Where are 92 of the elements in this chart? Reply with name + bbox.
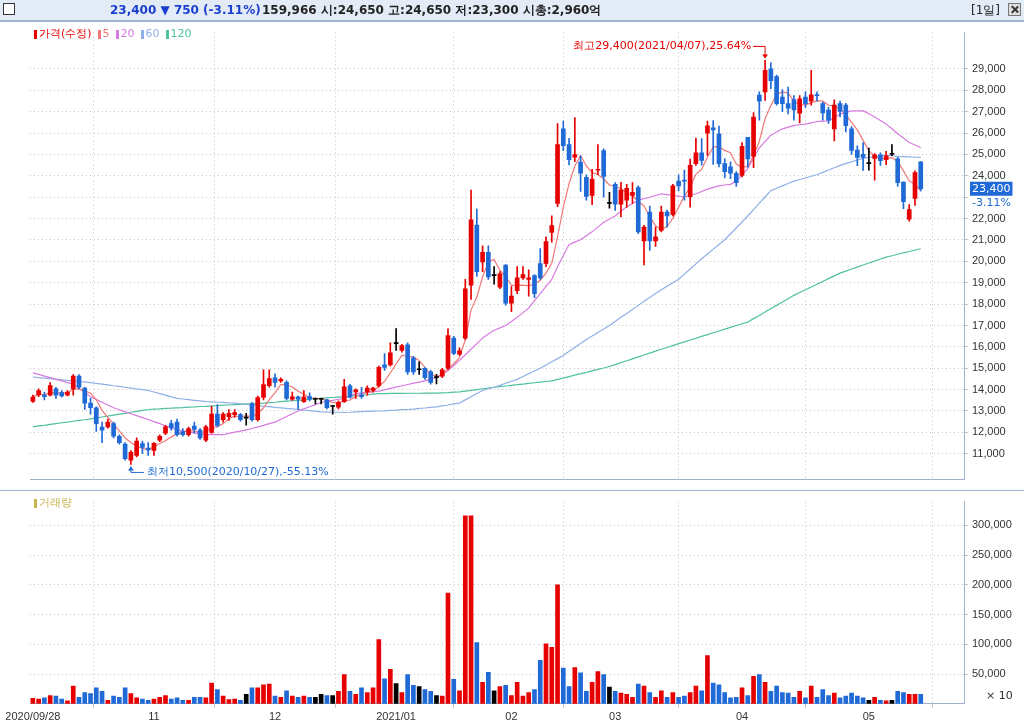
x-tick-label: 12 — [268, 710, 282, 723]
y-tick-label: 250,000 — [972, 548, 1012, 561]
y-tick-label: 11,000 — [972, 446, 1005, 459]
bar — [353, 693, 359, 704]
bar — [278, 696, 284, 704]
bar — [601, 674, 606, 704]
candlestick — [491, 266, 497, 285]
y-tick-label: 18,000 — [972, 297, 1006, 310]
x-tick-label: 02 — [505, 710, 518, 723]
bar — [382, 678, 387, 704]
bar — [918, 693, 924, 704]
y-tick-label: 21,000 — [972, 233, 1006, 245]
y-tick-label: 50,000 — [972, 667, 1006, 680]
candlestick — [330, 405, 336, 415]
text: 23,400 — [972, 181, 1011, 195]
candlestick — [814, 91, 820, 102]
bar — [480, 682, 485, 704]
y-tick-label: 15,000 — [972, 361, 1006, 374]
legend-label: 120 — [170, 27, 192, 40]
bar — [872, 696, 877, 704]
bar — [831, 692, 837, 704]
legend-label: 20 — [120, 27, 135, 40]
annotation: 최저10,500(2020/10/27),-55.13% — [146, 465, 329, 479]
bar — [745, 695, 751, 704]
bar — [797, 690, 803, 704]
y-tick-label: 13,000 — [972, 404, 1006, 417]
candlestick — [416, 361, 422, 375]
bar — [215, 689, 220, 704]
y-tick-label: 200,000 — [972, 577, 1012, 590]
y-tick-label: 150,000 — [972, 607, 1012, 620]
chart-subtitle: 159,966 시:24,650 고:24,650 저:23,300 시총:2,960억 — [262, 2, 602, 19]
legend-label: 5 — [102, 27, 110, 40]
y-tick-label: 14,000 — [972, 382, 1006, 395]
candlestick — [710, 120, 716, 165]
legend-label: 60 — [145, 27, 160, 40]
bar — [635, 683, 641, 704]
bar — [757, 674, 762, 704]
bar — [330, 695, 336, 704]
bar — [243, 693, 249, 704]
y-tick-label: 28,000 — [972, 83, 1006, 96]
bar — [451, 679, 457, 704]
y-tick-label: 17,000 — [972, 318, 1006, 331]
text: -3.11% — [972, 195, 1011, 209]
candlestick — [757, 91, 762, 121]
bar — [307, 696, 312, 704]
y-tick-label: 16,000 — [972, 339, 1006, 352]
candlestick — [353, 388, 359, 399]
bar — [388, 668, 393, 704]
chart-title: 23,400 ▼ 750 (-3.11%) — [110, 2, 261, 19]
bar — [705, 655, 710, 704]
bar — [486, 671, 491, 704]
x-tick-label: 11 — [148, 710, 160, 723]
y-tick-label: 22,000 — [972, 211, 1006, 224]
bar — [612, 690, 618, 704]
y-tick-label: 100,000 — [972, 637, 1012, 650]
bar — [290, 695, 295, 704]
bar — [699, 690, 704, 704]
text: 거래량 — [39, 496, 72, 509]
annotation: 최고29,400(2021/04/07),25.64% — [573, 39, 752, 53]
y-tick-label: 27,000 — [972, 104, 1006, 117]
bar — [503, 685, 508, 704]
bar — [607, 686, 612, 704]
bar — [434, 695, 439, 704]
x-tick-label: 05 — [862, 710, 875, 723]
y-axis-title: × 10 — [986, 689, 1013, 703]
candlestick — [595, 144, 601, 176]
y-tick-label: 20,000 — [972, 254, 1006, 267]
candlestick — [889, 144, 895, 157]
legend-label: 가격(수정) — [39, 27, 92, 40]
y-tick-label: 29,000 — [972, 61, 1006, 74]
text: [1일] — [971, 2, 1000, 19]
x-tick-label: 2021/01 — [376, 710, 416, 723]
candlestick — [866, 147, 872, 171]
bar — [284, 690, 289, 704]
bar — [47, 695, 53, 704]
y-tick-label: 300,000 — [972, 518, 1012, 531]
y-tick-label: 19,000 — [972, 275, 1006, 288]
y-tick-label: 12,000 — [972, 425, 1006, 438]
x-tick-label: 03 — [609, 710, 622, 723]
candlestick — [393, 328, 399, 351]
bar — [647, 692, 653, 704]
y-tick-label: 25,000 — [972, 147, 1006, 160]
bar — [808, 685, 814, 704]
y-tick-label: 26,000 — [972, 126, 1006, 139]
bar — [751, 676, 756, 704]
bar — [359, 687, 364, 704]
candlestick — [572, 117, 578, 163]
bar — [474, 642, 480, 704]
candlestick — [808, 69, 814, 106]
x-tick-label: 04 — [735, 710, 749, 723]
x-tick-label: 2020/09/28 — [5, 710, 61, 723]
y-tick-label: 24,000 — [972, 168, 1006, 181]
